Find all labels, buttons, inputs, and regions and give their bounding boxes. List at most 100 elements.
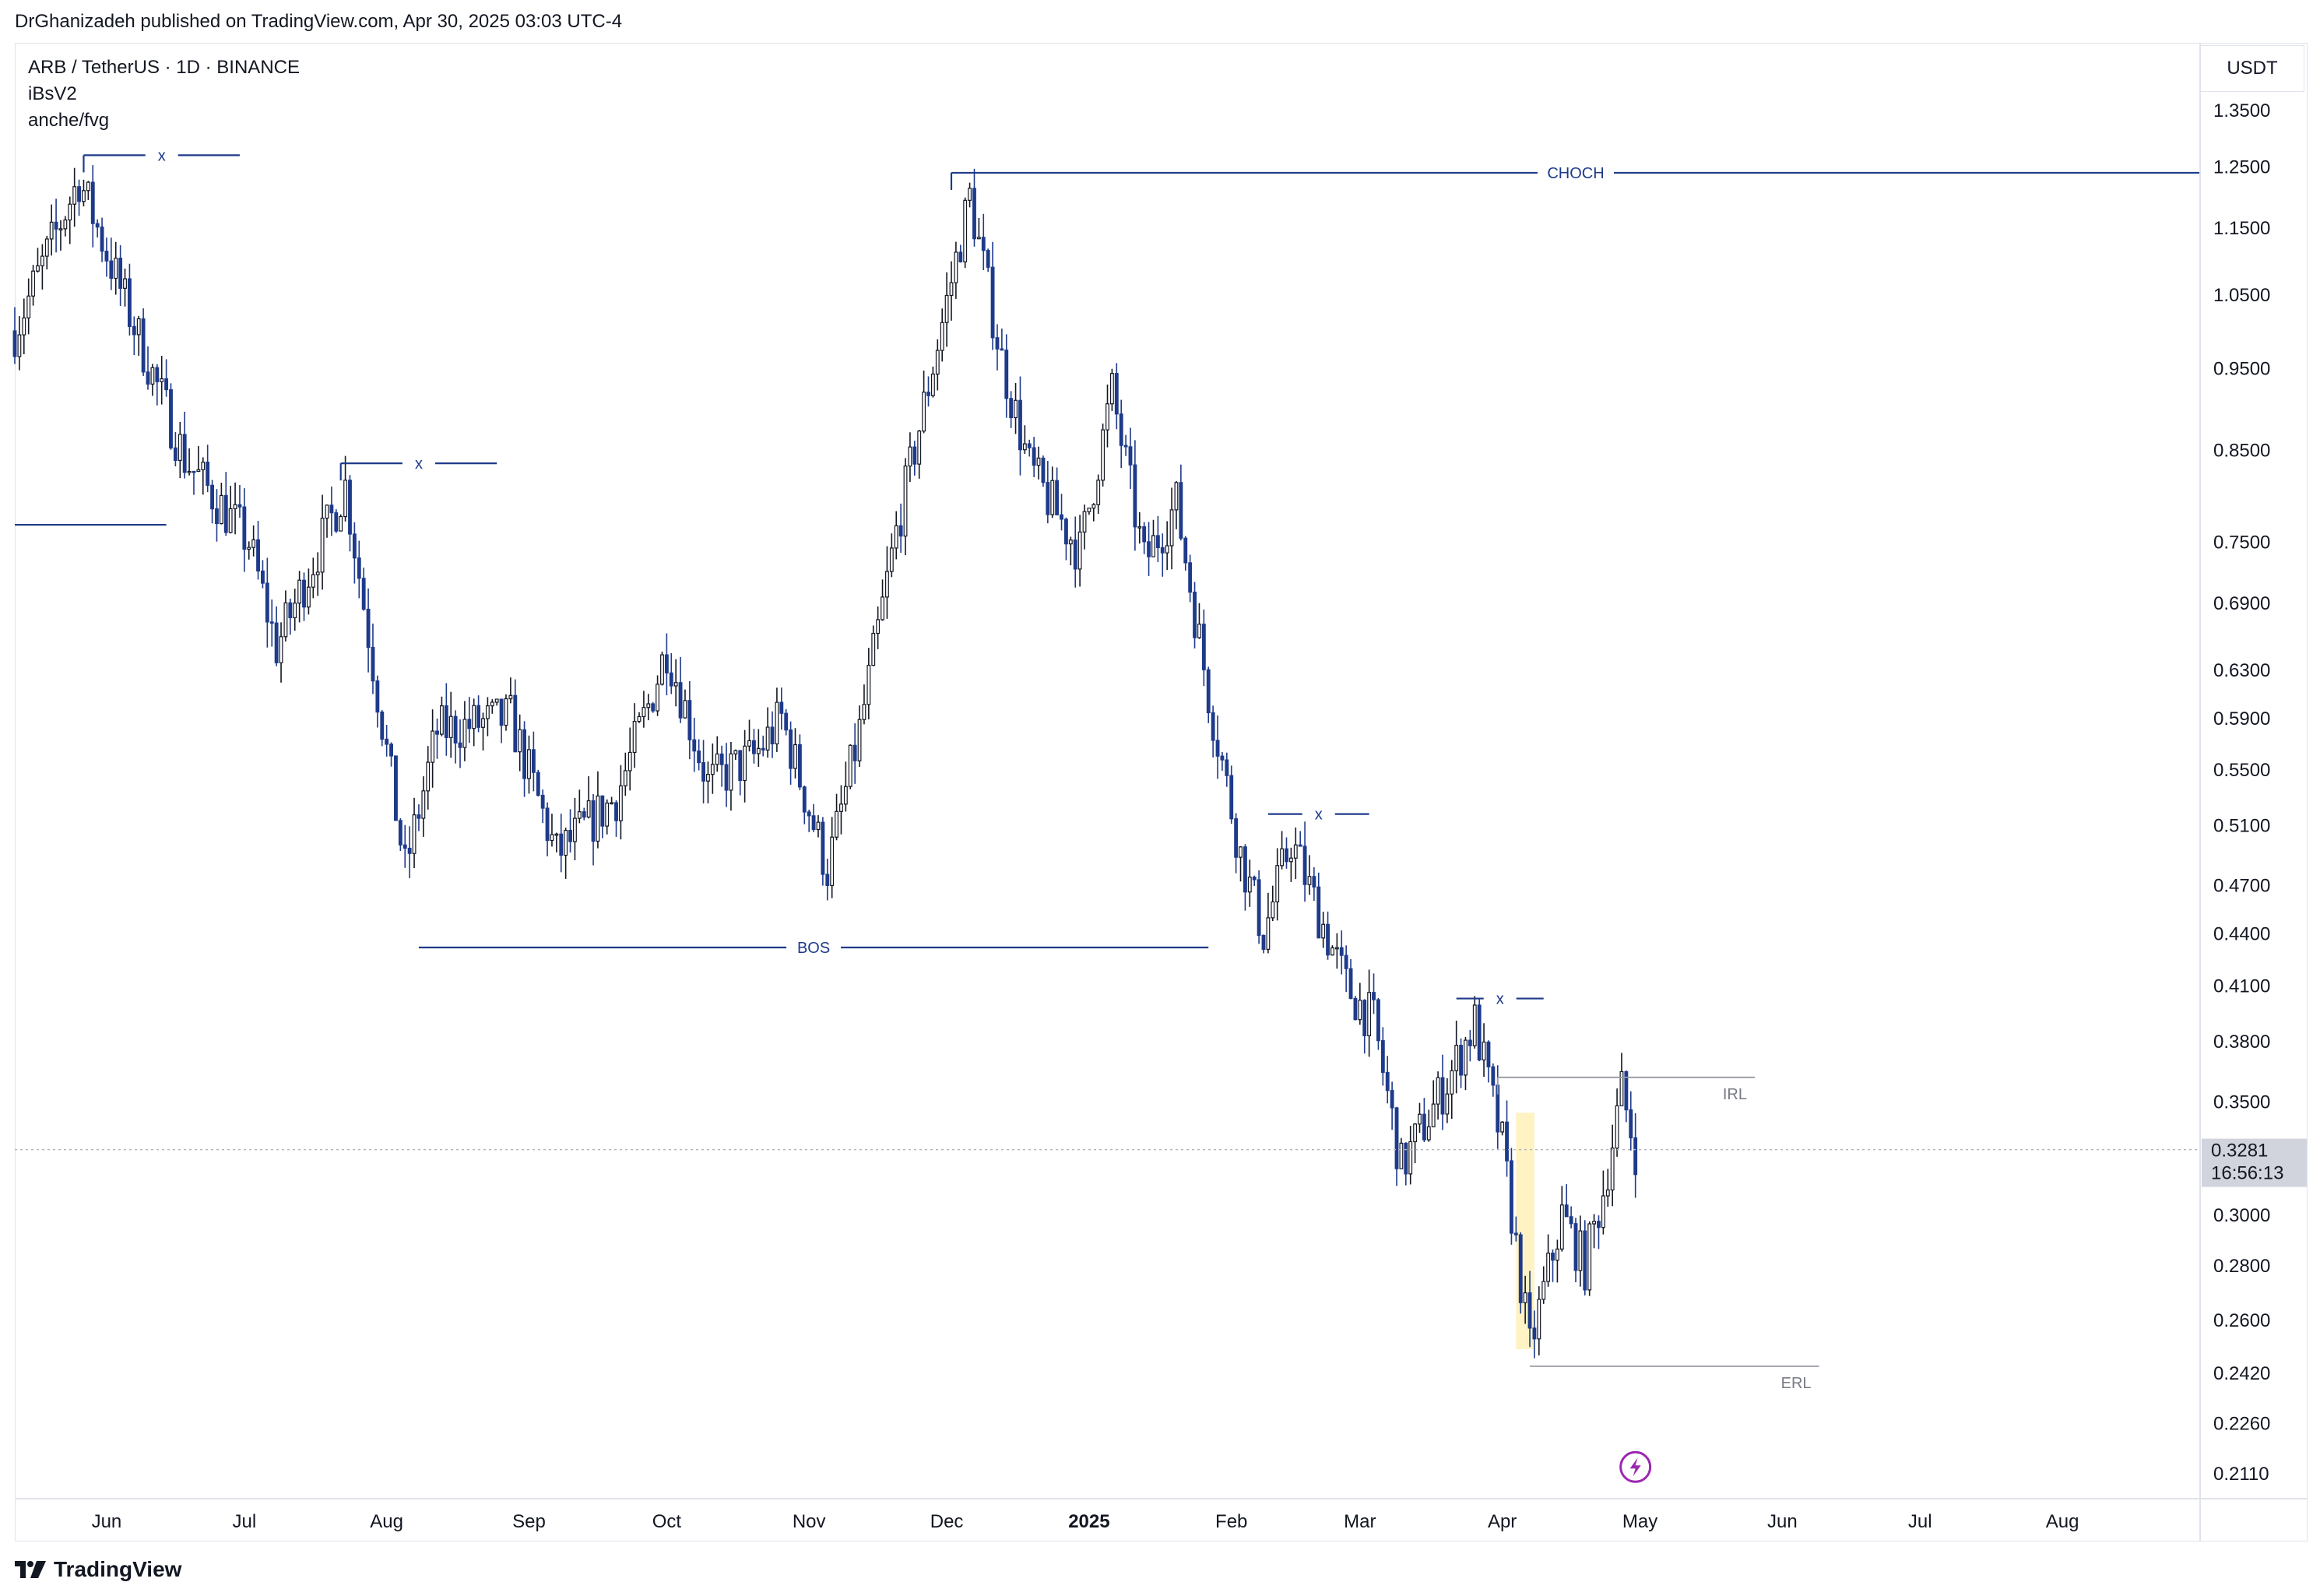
candle-body — [1633, 1137, 1638, 1176]
bullish-candle — [1068, 536, 1073, 566]
candle-body — [1096, 480, 1101, 505]
candle-body — [573, 817, 577, 842]
bullish-candle — [1605, 1169, 1610, 1207]
bearish-candle — [678, 656, 683, 723]
bullish-candle — [1546, 1234, 1551, 1287]
candle-body — [1316, 886, 1321, 939]
candle-body — [1077, 531, 1082, 570]
candle-body — [540, 794, 545, 809]
bullish-candle — [866, 648, 871, 720]
bullish-candle — [835, 793, 839, 841]
bearish-candle — [417, 804, 421, 831]
candle-body — [173, 447, 178, 461]
bearish-candle — [738, 750, 743, 796]
level-x[interactable]: x — [1456, 991, 1544, 1008]
bearish-candle — [1404, 1142, 1408, 1186]
candle-body — [352, 533, 357, 559]
time-tick-label: Dec — [930, 1511, 964, 1532]
bullish-candle — [1330, 945, 1334, 956]
candle-body — [1573, 1223, 1578, 1271]
candle-body — [1555, 1248, 1559, 1261]
candle-body — [922, 392, 926, 432]
level-x[interactable]: x — [1267, 807, 1369, 824]
price-tick-label: 0.5900 — [2213, 708, 2270, 729]
price-tick-label: 1.1500 — [2213, 218, 2270, 239]
candle-body — [1500, 1121, 1505, 1133]
level-x[interactable]: x — [339, 455, 497, 481]
legend-indicator-fvg[interactable]: anche/fvg — [28, 110, 110, 131]
bullish-candle — [930, 366, 935, 398]
candle-body — [1022, 443, 1027, 451]
bullish-candle — [439, 696, 444, 736]
candle-body — [448, 715, 453, 738]
candle-body — [1422, 1113, 1426, 1141]
level-erl[interactable]: ERL — [1530, 1365, 1819, 1392]
candle-body — [876, 619, 881, 635]
bearish-candle — [1468, 1030, 1472, 1062]
candle-body — [1036, 457, 1041, 466]
candle-body — [293, 603, 297, 619]
candle-body — [618, 785, 623, 821]
legend-symbol[interactable]: ARB / TetherUS · 1D · BINANCE — [28, 57, 300, 78]
currency-button[interactable]: USDT — [2200, 45, 2304, 92]
legend-indicator-ibsv2[interactable]: iBsV2 — [28, 83, 77, 104]
candle-body — [1362, 1000, 1367, 1036]
bullish-candle — [618, 765, 623, 840]
bullish-candle — [564, 828, 568, 879]
candle-body — [857, 719, 862, 761]
level-label: x — [158, 147, 166, 164]
bearish-candle — [366, 588, 371, 673]
bearish-candle — [1060, 494, 1063, 531]
candle-body — [439, 705, 444, 735]
candle-body — [646, 703, 651, 708]
bearish-candle — [1018, 376, 1022, 476]
bullish-candle — [1275, 848, 1280, 921]
tradingview-brand[interactable]: TradingView — [15, 1557, 181, 1582]
bearish-candle — [1298, 831, 1302, 847]
bullish-candle — [894, 511, 898, 560]
bullish-candle — [623, 752, 627, 796]
bullish-candle — [448, 691, 453, 758]
candle-body — [1523, 1292, 1527, 1303]
candle-body — [150, 367, 155, 385]
level-x[interactable]: x — [83, 147, 240, 173]
candle-body — [793, 744, 797, 769]
bearish-candle — [1486, 1040, 1491, 1083]
candle-body — [770, 726, 775, 745]
level-irl[interactable]: IRL — [1496, 1076, 1755, 1103]
bullish-candle — [160, 356, 164, 405]
bearish-candle — [559, 814, 564, 873]
bearish-candle — [1510, 1148, 1513, 1245]
candle-body — [1505, 1121, 1509, 1162]
candle-body — [315, 571, 320, 575]
level-choch[interactable]: CHOCH — [950, 165, 2200, 190]
bullish-candle — [431, 709, 435, 788]
bullish-candle — [196, 445, 201, 473]
bearish-candle — [852, 723, 857, 784]
bearish-candle — [536, 769, 540, 797]
bullish-candle — [843, 761, 848, 812]
candle-body — [802, 786, 807, 813]
candle-body — [664, 654, 669, 673]
bearish-candle — [1573, 1218, 1578, 1282]
candle-body — [206, 462, 210, 486]
candle-body — [1128, 446, 1133, 466]
candle-body — [1055, 480, 1060, 515]
lightning-bolt-icon[interactable] — [1619, 1450, 1652, 1483]
candle-body — [283, 602, 288, 638]
bullish-candle — [1087, 508, 1091, 515]
bullish-candle — [49, 204, 54, 256]
level-label: BOS — [797, 940, 830, 957]
candle-body — [577, 811, 582, 819]
candle-body — [1165, 545, 1169, 554]
bullish-candle — [605, 799, 610, 835]
candle-body — [610, 802, 614, 805]
bullish-candle — [1307, 855, 1312, 895]
candle-body — [1601, 1195, 1605, 1229]
bullish-candle — [1445, 1077, 1450, 1123]
candle-body — [118, 258, 123, 289]
candle-body — [1206, 669, 1211, 714]
level-bos[interactable]: BOS — [418, 940, 1209, 957]
candle-body — [789, 729, 793, 769]
